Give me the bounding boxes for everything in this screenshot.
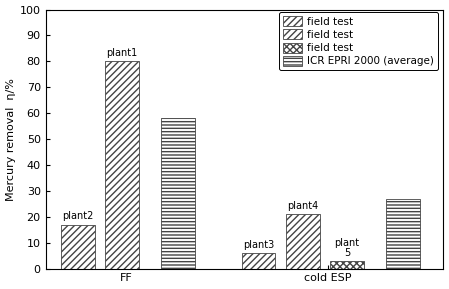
Bar [242, 253, 275, 268]
Bar [330, 261, 364, 268]
Bar [161, 118, 195, 268]
Text: plant4: plant4 [287, 201, 318, 211]
Text: plant
5: plant 5 [335, 238, 360, 258]
Bar [61, 225, 95, 268]
Y-axis label: Mercury removal  η/%: Mercury removal η/% [5, 78, 16, 201]
Bar [105, 61, 139, 268]
Legend: field test, field test, field test, ICR EPRI 2000 (average): field test, field test, field test, ICR … [279, 12, 438, 71]
Text: plant3: plant3 [243, 240, 274, 250]
Bar [286, 214, 320, 268]
Text: plant1: plant1 [106, 48, 137, 58]
Bar [387, 199, 420, 268]
Text: plant2: plant2 [62, 212, 93, 221]
